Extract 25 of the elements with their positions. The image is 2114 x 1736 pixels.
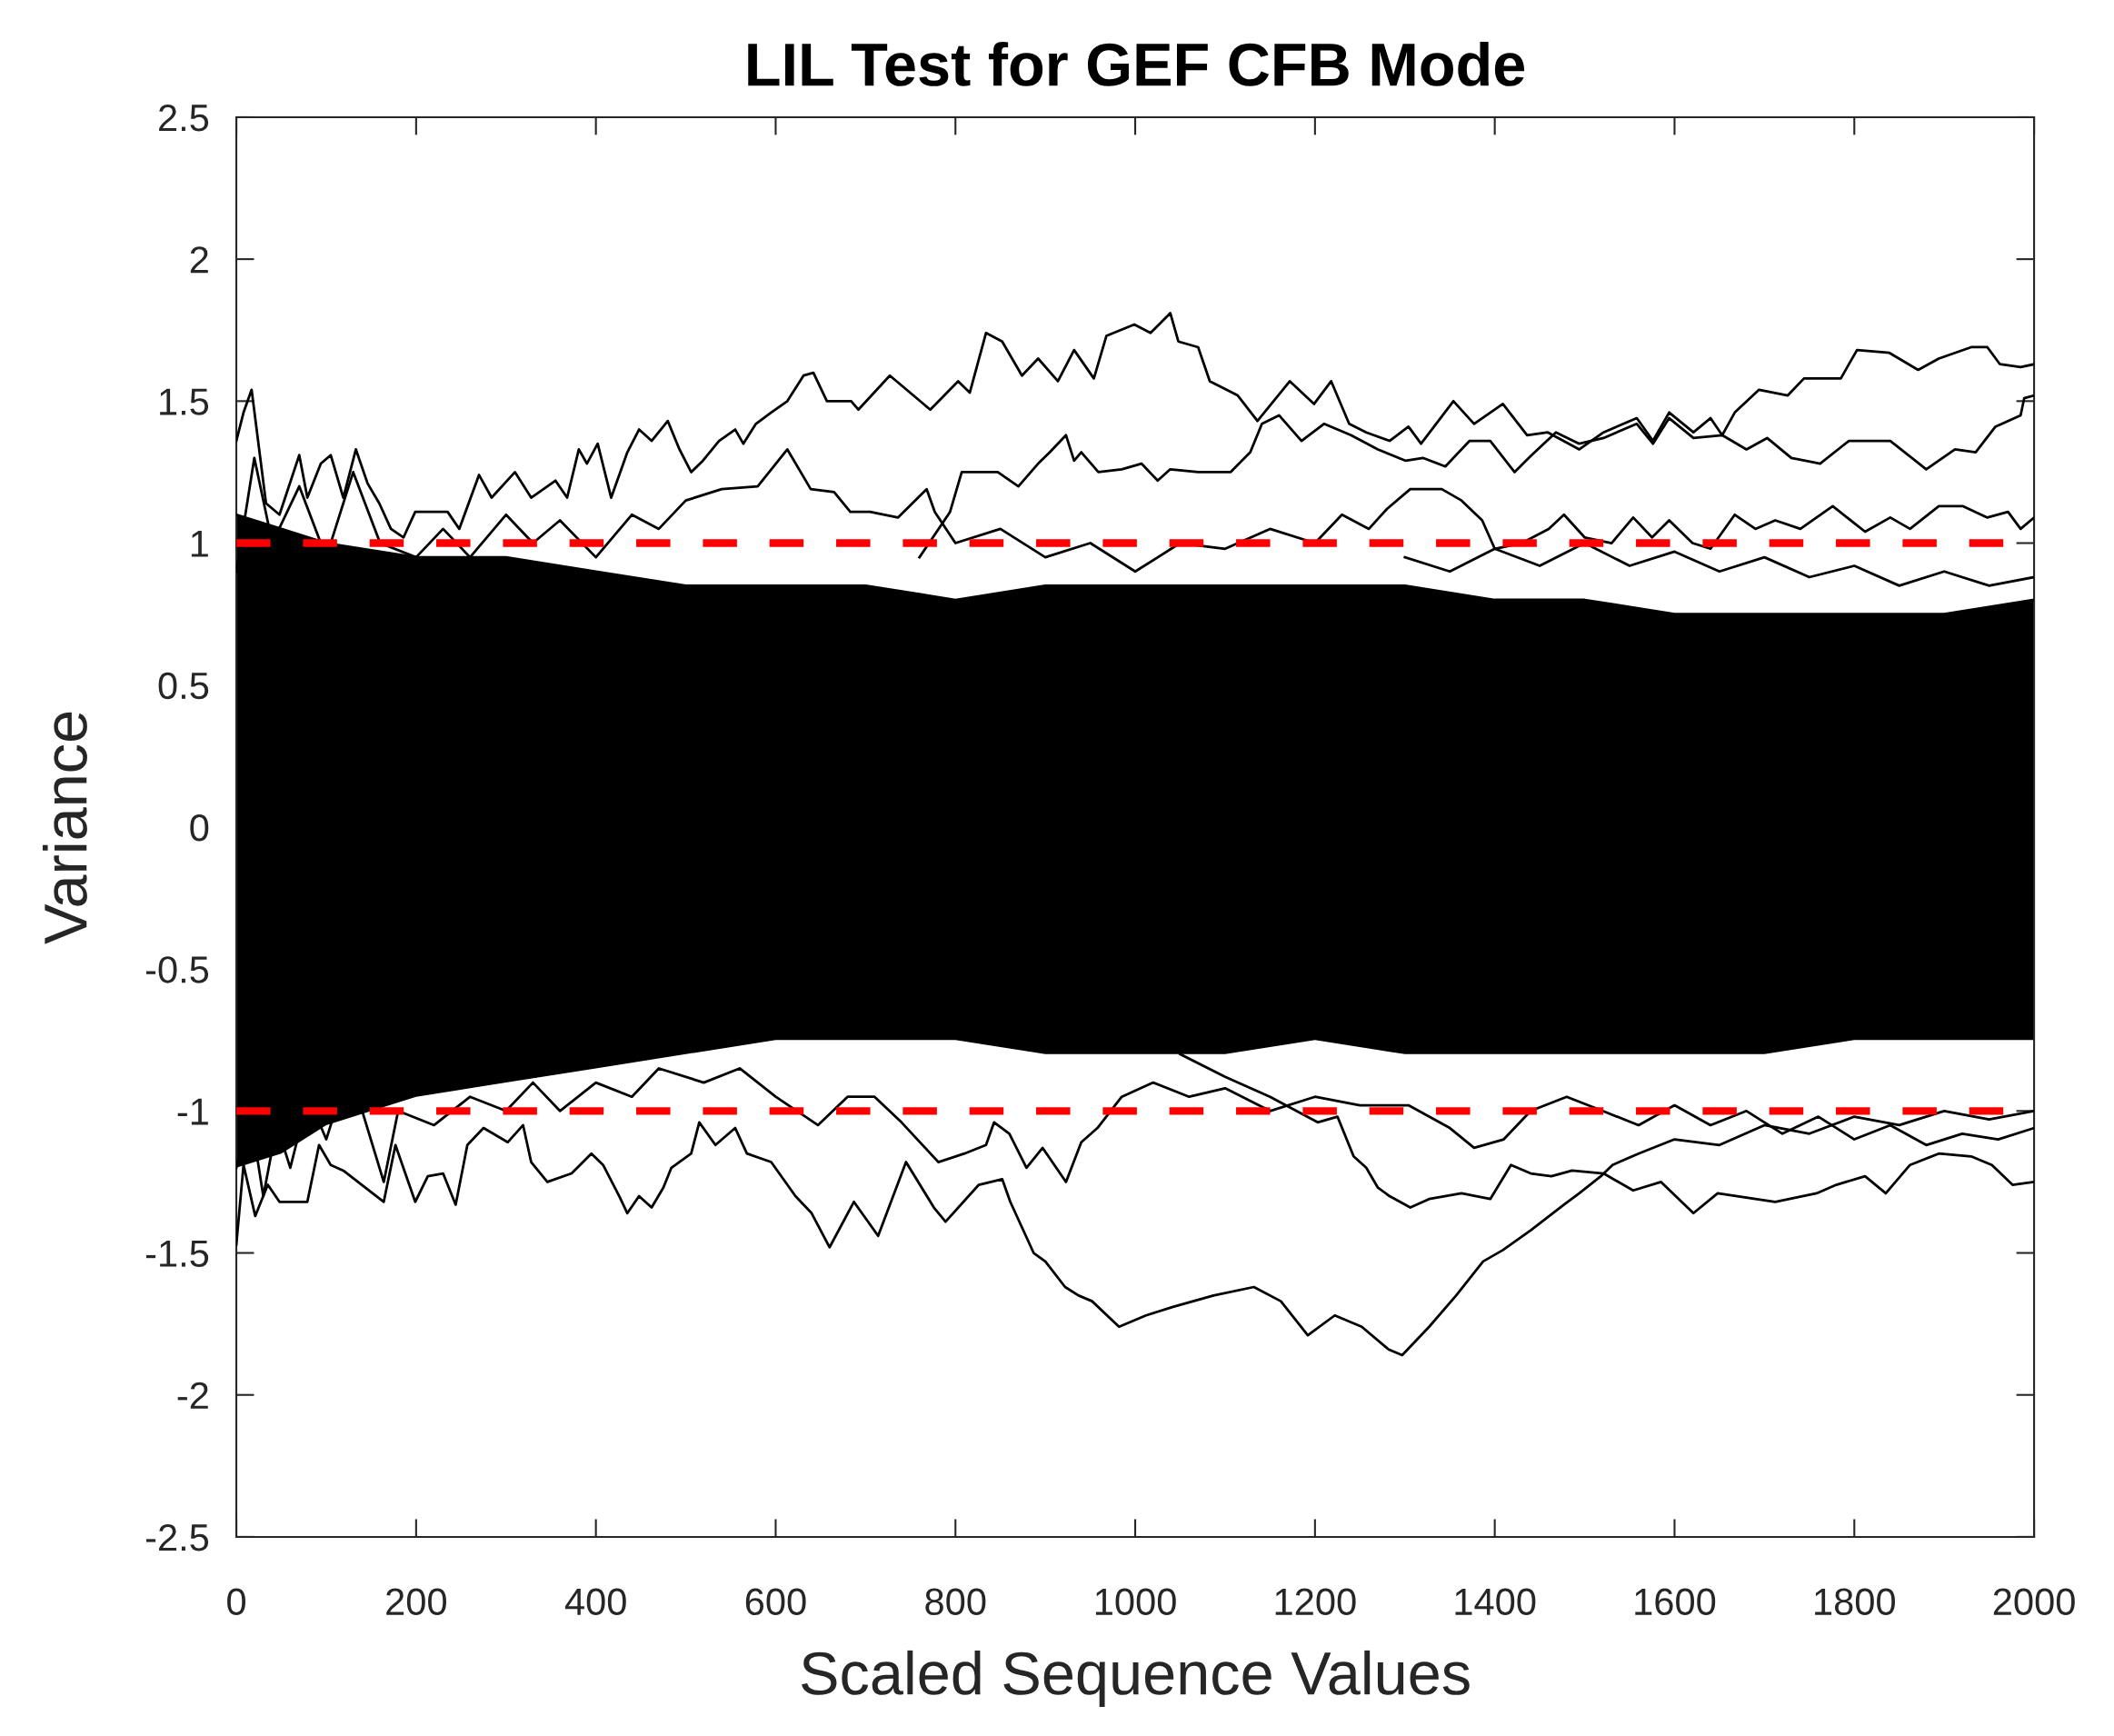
x-axis-title: Scaled Sequence Values (802, 1650, 1470, 1708)
y-tick-label: 0 (190, 813, 209, 842)
chart-title: LIL Test for GEF CFB Mode (748, 41, 1525, 86)
y-tick-label: -1 (177, 1098, 208, 1125)
y-tick-label: -2 (177, 1382, 208, 1409)
x-tick-label: 400 (564, 1588, 626, 1616)
y-tick-label: -1.5 (145, 1240, 209, 1268)
x-tick-label: 1600 (1635, 1588, 1716, 1616)
y-tick-label: 1 (191, 530, 208, 557)
y-axis-title: Variance (42, 712, 87, 944)
y-tick-label: -2.5 (145, 1523, 209, 1551)
x-tick-label: 1400 (1455, 1588, 1536, 1616)
x-tick-label: 0 (227, 1588, 245, 1616)
y-tick-label: 2 (190, 246, 208, 274)
y-tick-label: 1.5 (160, 388, 209, 415)
x-tick-label: 2000 (1993, 1588, 2075, 1616)
y-tick-label: 0.5 (158, 672, 209, 700)
x-tick-label: 1800 (1815, 1588, 1895, 1616)
x-tick-label: 200 (386, 1588, 446, 1616)
x-tick-label: 1000 (1095, 1588, 1176, 1616)
x-tick-label: 600 (745, 1588, 806, 1616)
y-tick-label: -0.5 (145, 956, 209, 983)
x-tick-label: 800 (925, 1588, 986, 1616)
x-tick-label: 1200 (1275, 1588, 1356, 1616)
y-tick-label: 2.5 (159, 104, 209, 132)
